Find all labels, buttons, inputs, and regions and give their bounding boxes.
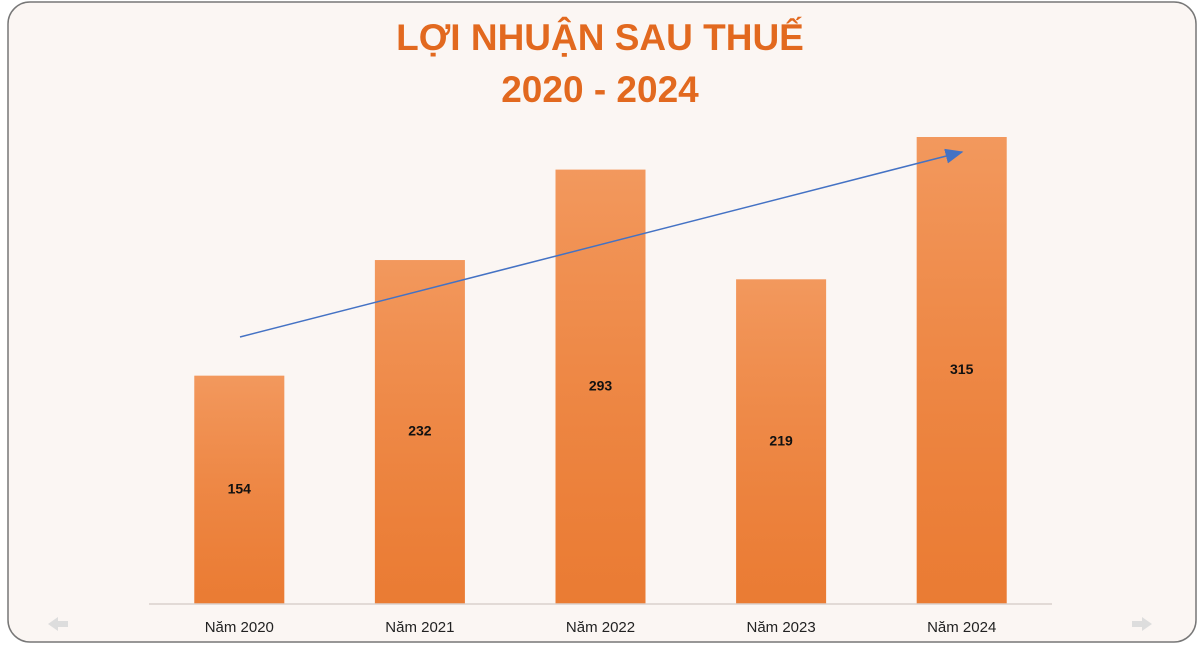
data-label: 315 [950, 361, 974, 377]
next-button[interactable] [1132, 617, 1152, 631]
trend-arrow [239, 148, 964, 338]
x-tick-label: Năm 2022 [566, 619, 635, 636]
x-tick-label: Năm 2023 [746, 619, 815, 636]
x-tick-label: Năm 2021 [385, 619, 454, 636]
data-label: 154 [228, 481, 252, 497]
prev-button[interactable] [48, 617, 68, 631]
data-label: 293 [589, 378, 613, 394]
x-tick-label: Năm 2024 [927, 619, 996, 636]
chart-subtitle: 2020 - 2024 [501, 69, 699, 110]
chart-title: LỢI NHUẬN SAU THUẾ [396, 16, 804, 58]
x-tick-label: Năm 2020 [205, 619, 274, 636]
data-label: 219 [769, 432, 793, 448]
data-label: 232 [408, 423, 432, 439]
